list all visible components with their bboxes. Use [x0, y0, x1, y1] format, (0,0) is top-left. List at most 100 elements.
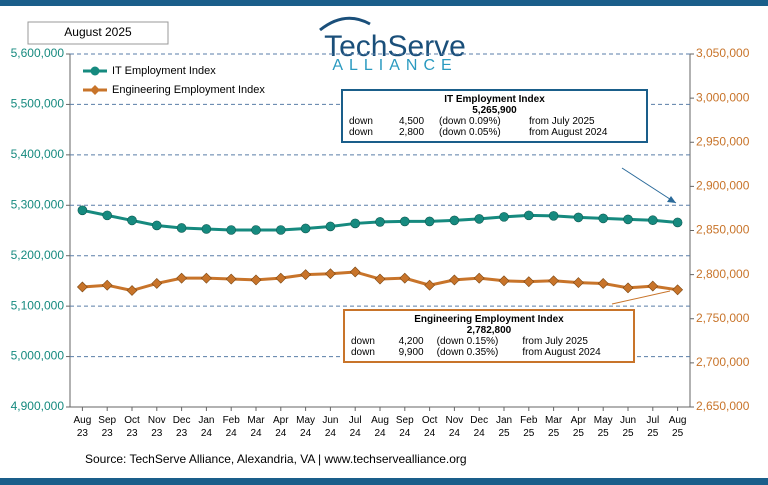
marker: [324, 268, 336, 280]
y-tick-label: 5,100,000: [11, 298, 65, 312]
x-tick-label: Aug 24: [371, 415, 389, 439]
arrow: [621, 167, 677, 204]
y2-tick-label: 2,950,000: [696, 134, 750, 148]
x-tick-label: Jul 24: [348, 415, 362, 439]
y2-tick-label: 2,900,000: [696, 179, 750, 193]
marker: [672, 217, 683, 228]
arrow: [611, 290, 671, 305]
legend-label: IT Employment Index: [112, 65, 216, 77]
annotation-cell: (down 0.15%): [436, 336, 499, 347]
marker: [349, 266, 361, 278]
y-tick-label: 4,900,000: [11, 399, 65, 413]
x-tick-label: Aug 23: [73, 415, 92, 439]
annotation-cell: 4,200: [398, 336, 424, 347]
marker: [598, 213, 609, 224]
marker: [498, 275, 510, 287]
marker: [126, 285, 138, 296]
y2-tick-label: 2,800,000: [696, 267, 750, 281]
x-tick-label: Mar 24: [247, 415, 265, 439]
y2-tick-label: 3,050,000: [696, 46, 750, 60]
logo: TechServe: [324, 30, 466, 63]
annotation-cell: from July 2025: [529, 116, 595, 127]
marker: [647, 215, 658, 226]
marker: [523, 276, 535, 288]
marker: [201, 224, 212, 234]
bottom-bar: [0, 478, 768, 485]
marker: [350, 218, 361, 229]
source: Source: TechServe Alliance, Alexandria, …: [85, 452, 467, 466]
annotation-cell: (down 0.09%): [439, 116, 501, 127]
x-tick-label: Dec 24: [470, 415, 489, 439]
logo-sub: ALLIANCE: [332, 57, 457, 74]
x-tick-label: May 25: [593, 415, 613, 439]
annotation-cell: 4,500: [399, 116, 425, 127]
top-bar: [0, 0, 768, 6]
x-tick-label: Feb 25: [520, 415, 538, 439]
arrow-head: [667, 196, 676, 203]
x-tick-label: Jan 25: [495, 415, 513, 439]
annotation-cell: from July 2025: [522, 336, 588, 347]
date-box: [27, 21, 169, 45]
marker: [102, 210, 112, 221]
annotation-cell: (down 0.05%): [439, 127, 501, 138]
marker: [399, 216, 410, 227]
y-tick-label: 5,500,000: [11, 97, 65, 111]
x-tick-label: Jun 25: [619, 415, 637, 439]
marker: [399, 272, 411, 284]
marker: [226, 225, 236, 235]
marker: [473, 272, 485, 284]
annotation-cell: down: [349, 127, 373, 138]
x-tick-label: Sep 23: [98, 415, 117, 439]
y-tick-label: 5,600,000: [11, 46, 65, 60]
y2-tick-label: 2,700,000: [696, 355, 750, 369]
x-tick-label: Dec 23: [172, 415, 191, 439]
annotation-title: Engineering Employment Index: [414, 314, 564, 325]
annotation-cell: from August 2024: [529, 127, 608, 138]
y-tick-label: 5,000,000: [11, 349, 65, 363]
marker: [573, 212, 584, 223]
x-tick-label: Apr 25: [570, 415, 587, 439]
marker: [200, 272, 212, 284]
marker: [548, 211, 559, 221]
x-tick-label: Nov 24: [445, 415, 464, 439]
annotation-cell: down: [351, 336, 375, 347]
annotation-row: down 9,900 (down 0.35%) from August 2024: [351, 347, 627, 358]
marker: [548, 275, 560, 287]
marker: [474, 214, 485, 224]
x-tick-label: Mar 25: [544, 415, 563, 439]
marker: [449, 215, 460, 226]
annotation-row: down 2,800 (down 0.05%) from August 2024: [349, 127, 640, 138]
marker: [275, 225, 286, 235]
y2-tick-label: 2,850,000: [696, 223, 750, 237]
annotation-box: IT Employment Index 5,265,900 down 4,500 (do…: [341, 89, 648, 143]
marker: [76, 281, 88, 293]
annotation-box: Engineering Employment Index 2,782,800 dow…: [343, 309, 635, 363]
marker: [499, 212, 509, 222]
annotation-row: down 4,500 (down 0.09%) from July 2025: [349, 116, 640, 127]
marker: [672, 284, 684, 296]
x-tick-label: Jun 24: [322, 415, 339, 439]
marker: [300, 223, 311, 234]
x-tick-label: Nov 23: [147, 415, 166, 439]
marker: [623, 214, 633, 225]
x-tick-label: Apr 24: [273, 415, 289, 439]
x-tick-label: Jan 24: [198, 415, 215, 439]
x-tick-label: Oct 23: [124, 415, 140, 439]
marker: [101, 279, 113, 291]
x-tick-label: Aug 25: [668, 415, 687, 439]
annotation-value: 2,782,800: [466, 325, 512, 336]
marker: [647, 280, 659, 292]
x-tick-label: Jul 25: [646, 415, 660, 439]
date: August 2025: [64, 25, 132, 39]
marker: [251, 225, 261, 235]
annotation-value: 5,265,900: [472, 105, 517, 116]
annotation-cell: (down 0.35%): [436, 347, 499, 358]
y2-tick-label: 2,750,000: [696, 311, 750, 325]
x-tick-label: Sep 24: [395, 415, 414, 439]
marker: [176, 223, 187, 233]
y2-tick-label: 3,000,000: [696, 90, 750, 104]
marker: [250, 274, 262, 286]
annotation-cell: from August 2024: [522, 347, 601, 358]
marker: [275, 272, 287, 284]
